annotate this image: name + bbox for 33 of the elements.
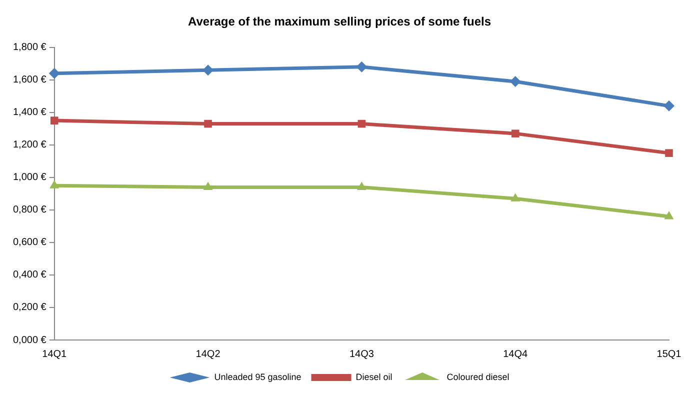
- chart-title: Average of the maximum selling prices of some fuels: [188, 14, 492, 29]
- point: [510, 76, 521, 88]
- point: [356, 182, 366, 190]
- y-tick-label: 1,400 €: [12, 107, 47, 118]
- point: [48, 68, 60, 79]
- y-tick-label: 1,000 €: [12, 172, 47, 184]
- point: [358, 120, 366, 128]
- point: [664, 210, 674, 220]
- y-tick-label: 1,600 €: [12, 74, 47, 86]
- point: [50, 180, 60, 188]
- point: [203, 182, 213, 190]
- legend-label: Coloured diesel: [446, 372, 510, 382]
- point: [356, 61, 368, 72]
- y-tick-label: 0,200 €: [12, 302, 47, 314]
- y-tick-label: 0,400 €: [12, 270, 47, 281]
- x-tick-label: 14Q3: [349, 348, 374, 360]
- point: [664, 100, 674, 112]
- y-tick-label: 1,200 €: [12, 140, 47, 151]
- x-tick-label: 14Q1: [42, 348, 68, 360]
- point: [665, 149, 673, 157]
- x-tick-label: 14Q2: [196, 348, 221, 360]
- x-tick-label: 15Q1: [656, 348, 682, 360]
- y-tick-label: 1,800 €: [12, 42, 47, 54]
- point: [511, 130, 520, 138]
- point: [50, 116, 58, 124]
- y-tick-label: 0,800 €: [12, 204, 47, 216]
- legend-label: Unleaded 95 gasoline: [214, 372, 302, 382]
- point: [204, 120, 212, 128]
- y-tick-label: 0,600 €: [12, 237, 47, 248]
- x-tick-label: 14Q4: [503, 348, 528, 360]
- point: [510, 193, 520, 202]
- y-tick-label: 0,000 €: [12, 334, 47, 346]
- legend-label: Diesel oil: [356, 372, 392, 382]
